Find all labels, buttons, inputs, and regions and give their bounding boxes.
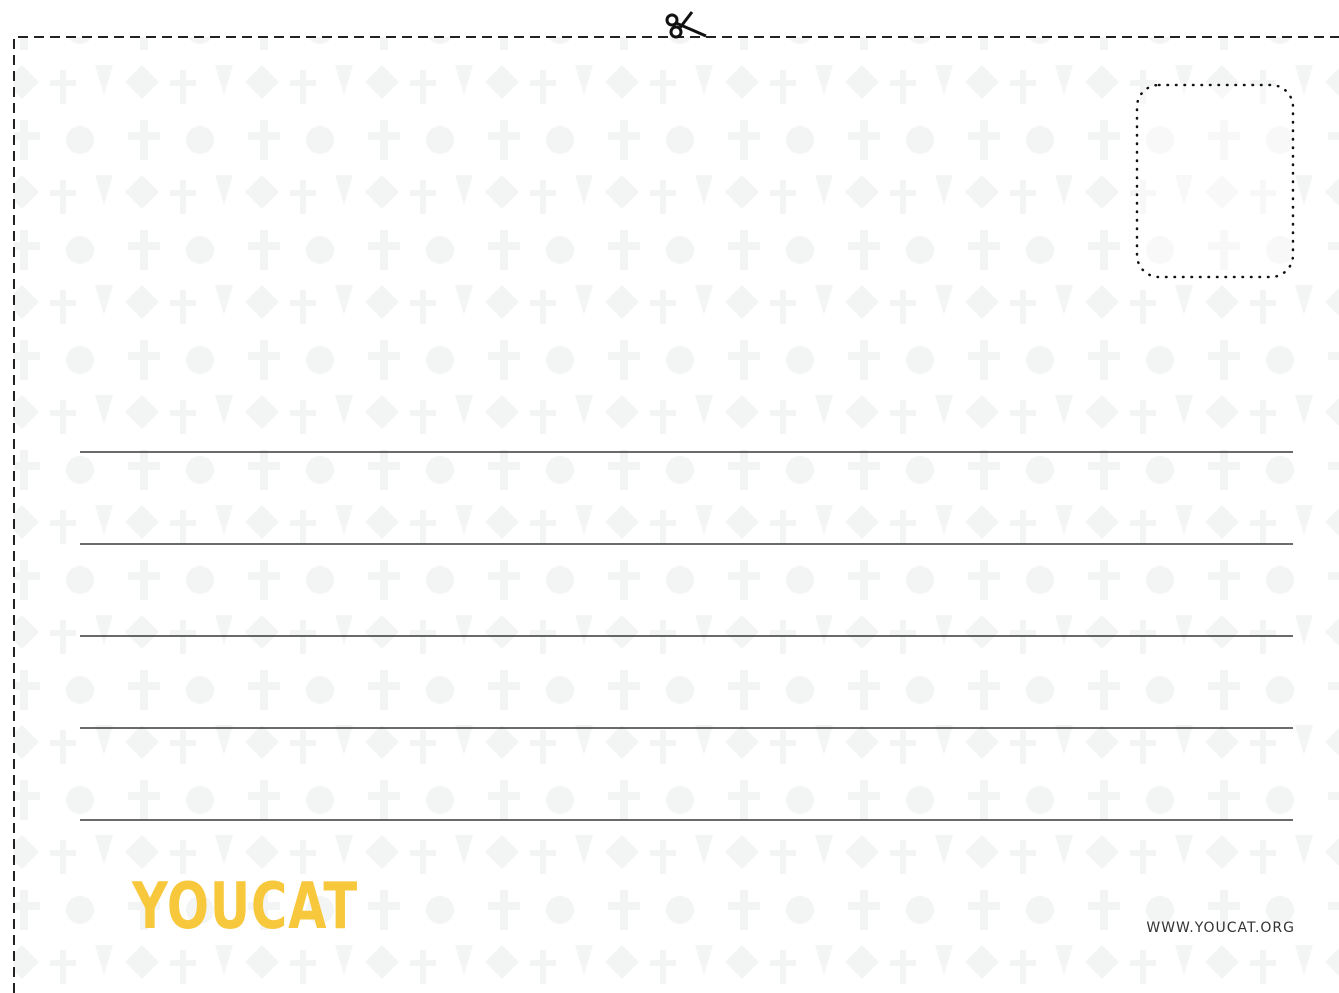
scissors-icon [667,12,706,37]
website-url: WWW.YOUCAT.ORG [1146,920,1295,936]
stamp-box [1137,85,1293,277]
postcard: YOUCAT WWW.YOUCAT.ORG [0,0,1339,993]
brand-logo: YOUCAT [131,870,358,944]
